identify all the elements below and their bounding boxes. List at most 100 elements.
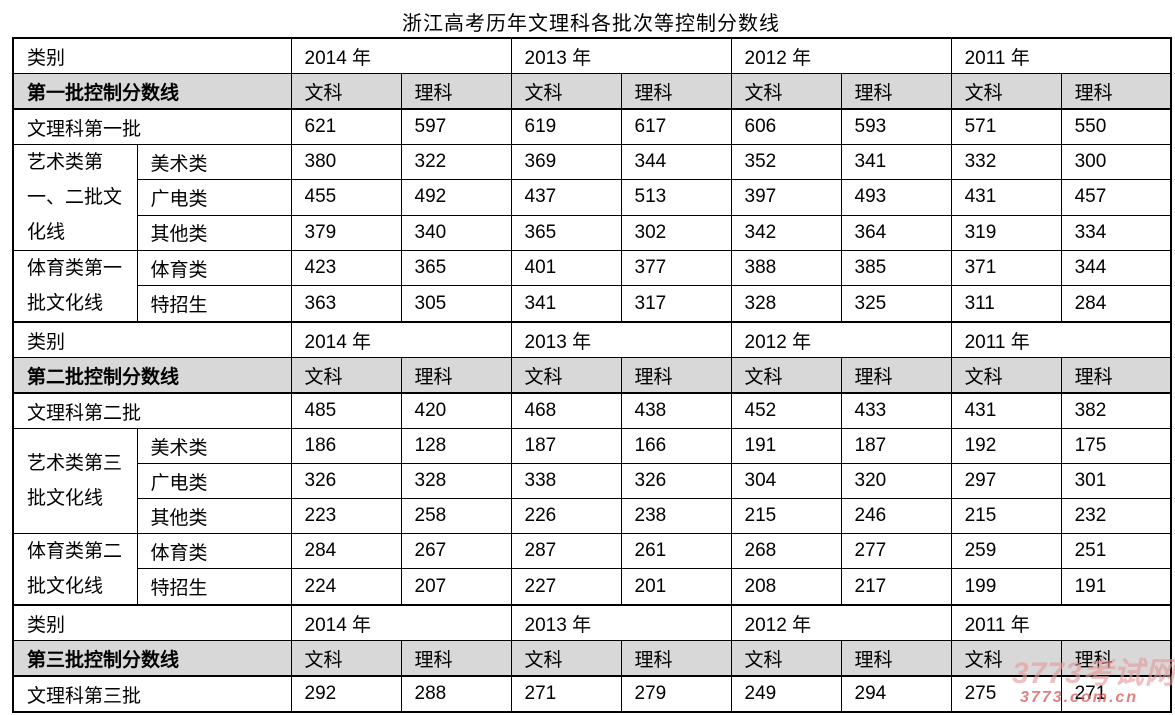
- subject-header-cell: 理科: [400, 357, 512, 394]
- score-cell: 284: [290, 532, 402, 570]
- year-header-cell: 2014 年: [290, 37, 512, 74]
- score-cell: 338: [510, 463, 622, 499]
- score-cell: 317: [620, 285, 732, 323]
- score-cell: 199: [950, 568, 1062, 606]
- score-cell: 326: [620, 463, 732, 499]
- score-cell: 279: [620, 675, 732, 713]
- score-cell: 457: [1060, 179, 1172, 216]
- category-header-cell: 类别: [12, 37, 292, 74]
- score-row: 文理科第二批 485 420 468 438 452 433 431 382: [12, 392, 1172, 429]
- score-cell: 431: [950, 392, 1062, 429]
- sub-label-cell: 其他类: [136, 498, 292, 534]
- score-cell: 224: [290, 568, 402, 606]
- score-row: 其他类 379 340 365 302 342 364 319 334: [13, 214, 1172, 252]
- score-cell: 431: [950, 179, 1062, 216]
- sub-label-cell: 体育类: [136, 532, 292, 570]
- score-cell: 294: [840, 675, 952, 713]
- score-cell: 385: [840, 249, 952, 287]
- score-cell: 452: [730, 392, 842, 429]
- year-header-cell: 2013 年: [510, 604, 732, 641]
- sub-label-cell: 广电类: [136, 463, 292, 499]
- score-cell: 319: [950, 214, 1062, 252]
- subject-header-cell: 理科: [620, 73, 732, 110]
- score-row: 文理科第一批 621 597 619 617 606 593 571 550: [12, 108, 1172, 145]
- subject-header-cell: 文科: [510, 73, 622, 110]
- batch-header-cell: 第二批控制分数线: [12, 357, 292, 394]
- score-cell: 302: [620, 214, 732, 252]
- score-cell: 249: [730, 675, 842, 713]
- score-cell: 597: [400, 108, 512, 145]
- score-cell: 493: [840, 179, 952, 216]
- score-cell: 284: [1060, 285, 1172, 323]
- score-cell: 226: [510, 498, 622, 534]
- subject-header-cell: 理科: [840, 640, 952, 677]
- subject-header-cell: 理科: [1060, 357, 1172, 394]
- subject-header-cell: 文科: [950, 73, 1062, 110]
- score-cell: 311: [950, 285, 1062, 323]
- subject-header-cell: 理科: [400, 640, 512, 677]
- score-cell: 365: [510, 214, 622, 252]
- row-label-cell: 文理科第一批: [12, 108, 292, 145]
- year-header-cell: 2013 年: [510, 37, 732, 74]
- score-cell: 287: [510, 532, 622, 570]
- score-cell: 341: [510, 285, 622, 323]
- score-cell: 550: [1060, 108, 1172, 145]
- batch-subject-header-row: 第二批控制分数线 文科 理科 文科 理科 文科 理科 文科 理科: [12, 357, 1172, 394]
- score-row: 广电类 455 492 437 513 397 493 431 457: [13, 179, 1172, 216]
- score-cell: 258: [400, 498, 512, 534]
- score-cell: 397: [730, 179, 842, 216]
- score-cell: 292: [290, 675, 402, 713]
- score-cell: 334: [1060, 214, 1172, 252]
- sub-label-cell: 美术类: [136, 143, 292, 181]
- subject-header-cell: 理科: [1060, 640, 1172, 677]
- score-cell: 215: [730, 498, 842, 534]
- score-cell: 175: [1060, 428, 1172, 464]
- score-cell: 342: [730, 214, 842, 252]
- score-cell: 382: [1060, 392, 1172, 429]
- score-cell: 297: [950, 463, 1062, 499]
- score-cell: 305: [400, 285, 512, 323]
- score-cell: 380: [290, 143, 402, 181]
- score-cell: 187: [510, 428, 622, 464]
- score-cell: 201: [620, 568, 732, 606]
- score-cell: 192: [950, 428, 1062, 464]
- sub-label-cell: 体育类: [136, 249, 292, 287]
- score-cell: 277: [840, 532, 952, 570]
- score-row: 体育类第二批文化线 体育类 284 267 287 261 268 277 259 251: [12, 532, 1172, 606]
- subject-header-cell: 理科: [1060, 73, 1172, 110]
- score-cell: 238: [620, 498, 732, 534]
- year-header-cell: 2011 年: [950, 37, 1172, 74]
- score-row: 特招生 224 207 227 201 208 217 199 191: [13, 568, 1172, 606]
- category-year-header-row: 类别 2014 年 2013 年 2012 年 2011 年: [12, 37, 1172, 74]
- score-cell: 617: [620, 108, 732, 145]
- year-header-cell: 2014 年: [290, 321, 512, 358]
- score-cell: 275: [950, 675, 1062, 713]
- score-cell: 606: [730, 108, 842, 145]
- score-cell: 207: [400, 568, 512, 606]
- score-cell: 369: [510, 143, 622, 181]
- row-label-cell: 文理科第三批: [12, 675, 292, 713]
- score-cell: 593: [840, 108, 952, 145]
- sub-label-cell: 广电类: [136, 179, 292, 216]
- subject-header-cell: 文科: [510, 640, 622, 677]
- score-cell: 325: [840, 285, 952, 323]
- score-row: 广电类 326 328 338 326 304 320 297 301: [13, 463, 1172, 499]
- year-header-cell: 2011 年: [950, 321, 1172, 358]
- subject-header-cell: 理科: [840, 357, 952, 394]
- group-label-cell: 艺术类第三批文化线: [12, 428, 138, 534]
- group-label-cell: 艺术类第一、二批文化线: [12, 144, 138, 251]
- batch-subject-header-row: 第三批控制分数线 文科 理科 文科 理科 文科 理科 文科 理科: [12, 640, 1172, 677]
- page-title: 浙江高考历年文理科各批次等控制分数线: [402, 13, 780, 35]
- score-cell: 268: [730, 532, 842, 570]
- score-row: 其他类 223 258 226 238 215 246 215 232: [13, 498, 1172, 534]
- batch-header-cell: 第一批控制分数线: [12, 73, 292, 110]
- score-cell: 208: [730, 568, 842, 606]
- score-cell: 304: [730, 463, 842, 499]
- subject-header-cell: 文科: [290, 640, 402, 677]
- score-row: 特招生 363 305 341 317 328 325 311 284: [13, 285, 1172, 323]
- group-label-cell: 体育类第一批文化线: [12, 250, 138, 323]
- subject-header-cell: 文科: [730, 357, 842, 394]
- score-cell: 388: [730, 249, 842, 287]
- subject-header-cell: 理科: [840, 73, 952, 110]
- score-cell: 166: [620, 428, 732, 464]
